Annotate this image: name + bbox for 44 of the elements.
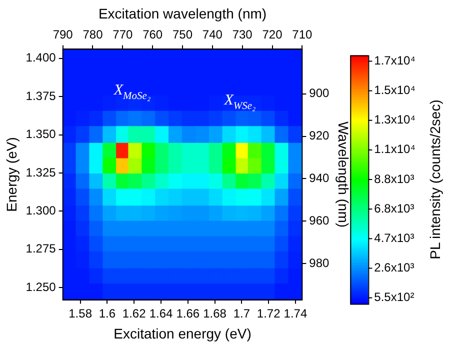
y-tick-label: 1.350	[26, 127, 56, 142]
color-bar-label: 1.3x10⁴	[374, 112, 416, 127]
x-tick-label: 1.6	[98, 306, 116, 320]
y2-axis-title: Wavelength (nm)	[336, 121, 352, 228]
y2-tick-label: 900	[309, 86, 330, 100]
color-bar-label: 8.8x10³	[374, 172, 414, 186]
x2-tick-label: 770	[112, 27, 133, 42]
x-tick-label: 1.68	[203, 306, 227, 320]
y-tick-label: 1.400	[26, 50, 56, 65]
x2-tick-label: 740	[202, 27, 223, 42]
color-bar-label: 6.8x10³	[374, 201, 414, 216]
x-tick-label: 1.62	[122, 306, 146, 320]
y-tick-label: 1.275	[26, 242, 56, 256]
x2-tick-label: 780	[82, 27, 104, 42]
color-bar-label: 4.7x10³	[374, 230, 414, 245]
color-bar-label: 1.5x10⁴	[374, 83, 416, 98]
y2-tick-label: 940	[309, 171, 330, 186]
y2-tick-label: 920	[309, 128, 330, 143]
color-bar-label: 1.1x10⁴	[374, 142, 416, 156]
x-tick-label: 1.74	[284, 306, 308, 320]
color-bar-label: 5.5x10²	[374, 290, 414, 304]
x2-tick-label: 710	[292, 27, 313, 42]
x2-tick-label: 790	[52, 27, 74, 42]
y-tick-label: 1.375	[26, 88, 56, 103]
color-bar-label: 2.6x10³	[374, 260, 414, 275]
color-bar-title: PL intensity (counts/2sec)	[427, 100, 444, 260]
color-bar-label: 1.7x10⁴	[374, 54, 416, 68]
x2-tick-label: 750	[172, 27, 193, 42]
y-axis-title: Energy (eV)	[3, 137, 20, 212]
y2-tick-label: 980	[309, 256, 330, 270]
y-tick-label: 1.300	[26, 203, 56, 218]
x2-axis-title: Excitation wavelength (nm)	[98, 5, 267, 22]
y2-tick-label: 960	[309, 214, 330, 228]
y-tick-label: 1.325	[26, 165, 56, 180]
x-tick-label: 1.72	[256, 306, 281, 320]
x-tick-label: 1.66	[176, 306, 200, 320]
y-tick-label: 1.250	[26, 280, 56, 294]
x2-tick-label: 730	[232, 27, 253, 42]
x-tick-label: 1.58	[68, 306, 92, 320]
x2-tick-label: 760	[142, 27, 163, 42]
x2-tick-label: 720	[262, 27, 283, 42]
x-axis-title: Excitation energy (eV)	[114, 325, 252, 342]
x-tick-label: 1.7	[233, 306, 250, 320]
x-tick-label: 1.64	[149, 306, 173, 320]
